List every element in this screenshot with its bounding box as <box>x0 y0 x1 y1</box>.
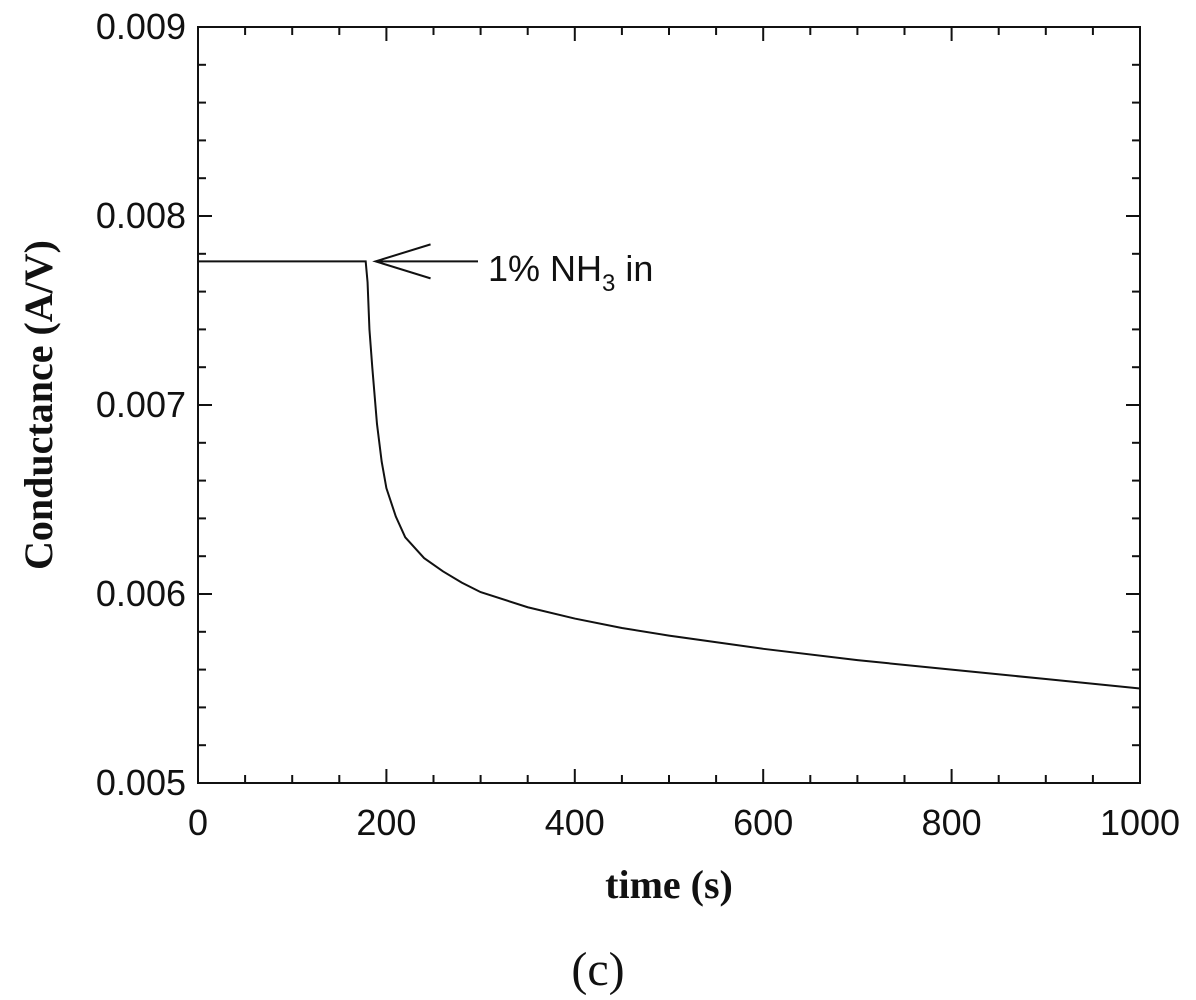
x-tick-label: 400 <box>545 802 605 843</box>
panel-label: (c) <box>571 943 624 996</box>
y-axis-title: Conductance (A/V) <box>16 240 61 570</box>
y-tick-labels: 0.005 0.006 0.007 0.008 0.009 <box>96 6 186 803</box>
y-tick-label: 0.009 <box>96 6 186 47</box>
y-tick-label: 0.005 <box>96 762 186 803</box>
y-tick-label: 0.006 <box>96 573 186 614</box>
annotation-arrow <box>372 243 478 280</box>
y-tick-label: 0.007 <box>96 384 186 425</box>
x-tick-label: 600 <box>733 802 793 843</box>
plot-frame <box>197 26 1141 784</box>
y-tick-label: 0.008 <box>96 195 186 236</box>
annotation-label: 1% NH3 in <box>488 248 653 297</box>
x-tick-label: 0 <box>188 802 208 843</box>
x-tick-label: 200 <box>356 802 416 843</box>
tick-marks <box>197 26 1141 784</box>
x-axis-title: time (s) <box>605 862 733 907</box>
x-tick-label: 800 <box>922 802 982 843</box>
series-line <box>198 260 1141 690</box>
x-tick-label: 1000 <box>1100 802 1180 843</box>
x-tick-labels: 0 200 400 600 800 1000 <box>188 802 1180 843</box>
